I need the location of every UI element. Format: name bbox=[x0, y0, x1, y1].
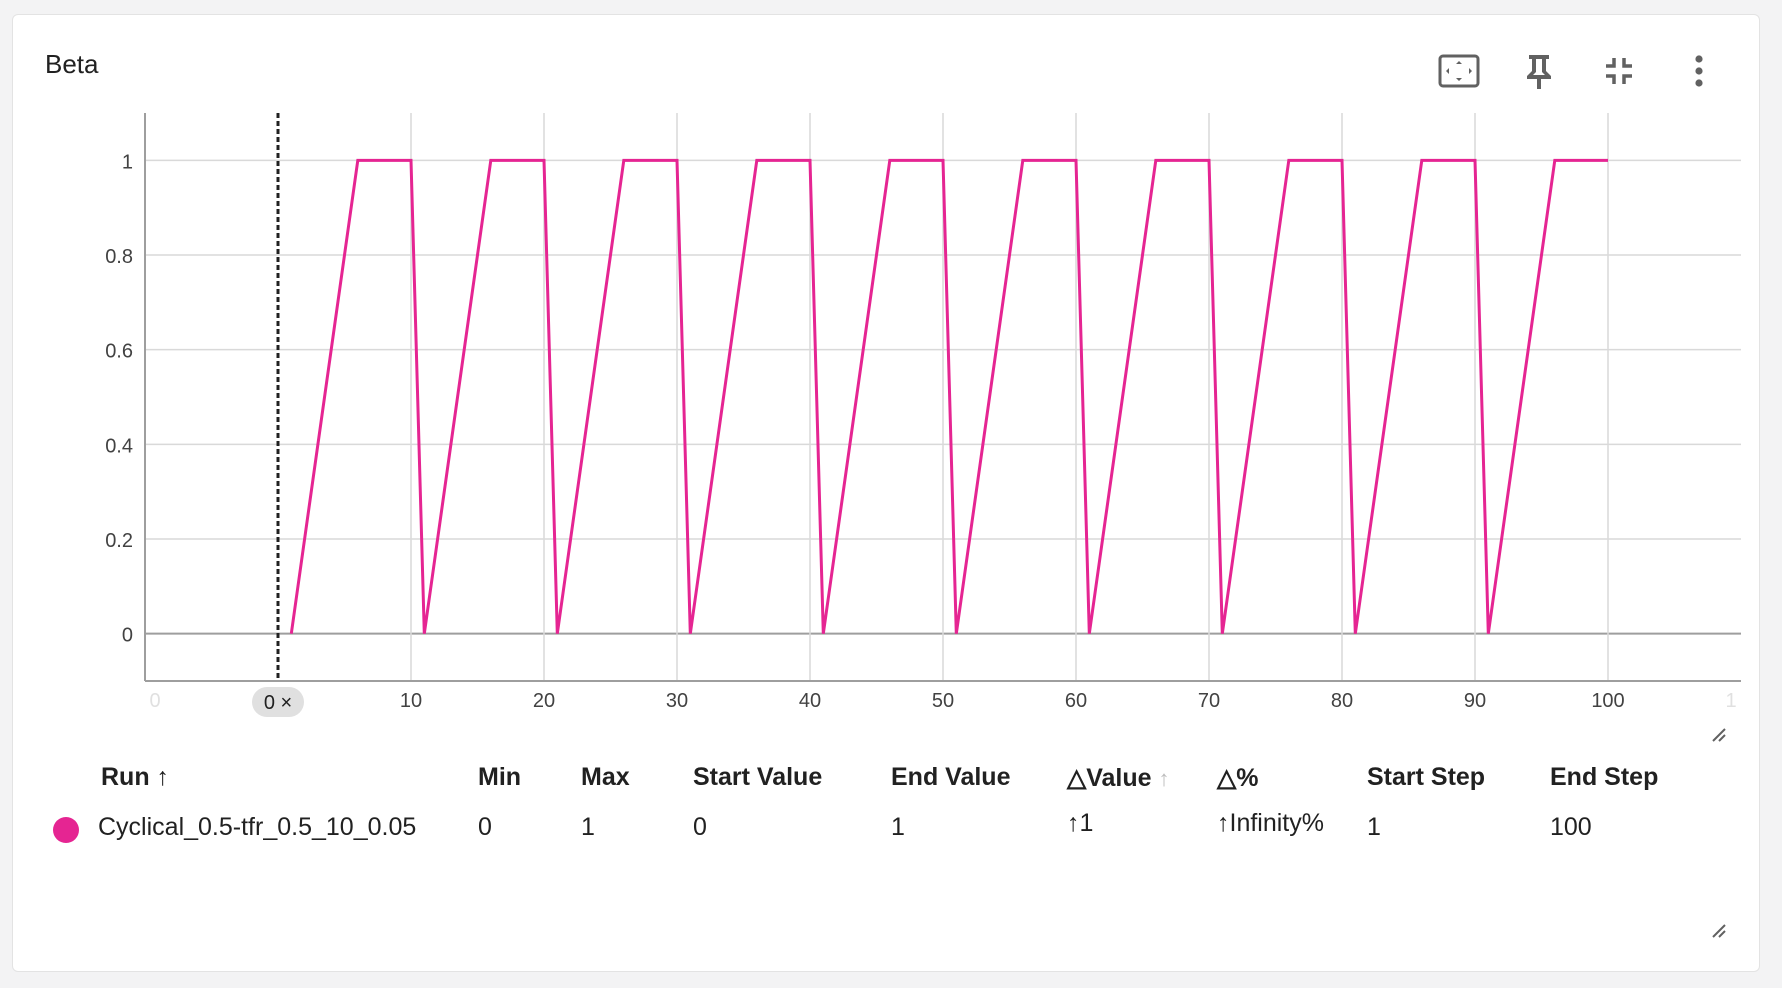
more-vert-icon bbox=[1695, 55, 1703, 87]
header-end-value[interactable]: End Value bbox=[891, 763, 1011, 791]
y-tick-label: 0.8 bbox=[105, 246, 133, 268]
more-options-button[interactable] bbox=[1659, 45, 1739, 97]
scalar-card: Beta 0 0.2 0.4 0.6 0.8 1 10 20 30 40 50 60 bbox=[12, 14, 1760, 972]
cell-end-step: 100 bbox=[1550, 813, 1592, 841]
line-chart[interactable]: 0 0.2 0.4 0.6 0.8 1 10 20 30 40 50 60 70 80 90 100 0 1 0 × bbox=[13, 15, 1761, 735]
x-tick-label-faded: 0 bbox=[149, 690, 160, 712]
cell-start-step: 1 bbox=[1367, 813, 1381, 841]
run-color-dot bbox=[53, 817, 79, 843]
y-tick-label: 0.4 bbox=[105, 435, 133, 457]
header-delta-pct[interactable]: △% bbox=[1217, 764, 1259, 792]
x-tick-label: 60 bbox=[1065, 690, 1087, 712]
cell-start-value: 0 bbox=[693, 813, 707, 841]
header-delta-value[interactable]: △Value ↑ bbox=[1067, 763, 1170, 793]
cell-max: 1 bbox=[581, 813, 595, 841]
card-resize-handle[interactable] bbox=[1711, 923, 1727, 939]
cell-delta-value: ↑1 bbox=[1067, 809, 1094, 837]
x-tick-label: 80 bbox=[1331, 690, 1353, 712]
header-run[interactable]: Run ↑ bbox=[101, 763, 170, 791]
header-start-value[interactable]: Start Value bbox=[693, 763, 823, 791]
step-marker-label: 0 × bbox=[264, 692, 292, 714]
series-line bbox=[289, 158, 1608, 634]
x-tick-label: 70 bbox=[1198, 690, 1220, 712]
pin-button[interactable] bbox=[1499, 45, 1579, 97]
x-tick-label: 50 bbox=[932, 690, 954, 712]
cell-end-value: 1 bbox=[891, 813, 905, 841]
x-tick-label: 10 bbox=[400, 690, 422, 712]
card-toolbar bbox=[1419, 45, 1739, 97]
collapse-icon bbox=[1606, 58, 1632, 84]
x-tick-label: 20 bbox=[533, 690, 555, 712]
x-tick-label: 100 bbox=[1591, 690, 1624, 712]
y-tick-label: 1 bbox=[122, 151, 133, 173]
collapse-button[interactable] bbox=[1579, 45, 1659, 97]
step-marker-chip bbox=[252, 687, 304, 717]
y-tick-label: 0.2 bbox=[105, 530, 133, 552]
x-tick-label-faded: 1 bbox=[1725, 690, 1736, 712]
pin-icon bbox=[1527, 55, 1551, 89]
card-title: Beta bbox=[45, 49, 99, 79]
cell-delta-pct: ↑Infinity% bbox=[1217, 809, 1324, 837]
header-start-step[interactable]: Start Step bbox=[1367, 763, 1486, 791]
chart-resize-handle[interactable] bbox=[1711, 727, 1727, 743]
x-tick-label: 30 bbox=[666, 690, 688, 712]
header-end-step[interactable]: End Step bbox=[1550, 763, 1659, 791]
y-tick-label: 0.6 bbox=[105, 341, 133, 363]
x-tick-label: 40 bbox=[799, 690, 821, 712]
header-min[interactable]: Min bbox=[478, 763, 522, 791]
fit-domain-button[interactable] bbox=[1419, 45, 1499, 97]
header-max[interactable]: Max bbox=[581, 763, 630, 791]
x-tick-label: 90 bbox=[1464, 690, 1486, 712]
y-tick-label: 0 bbox=[122, 625, 133, 647]
header-delta-value-label: △Value bbox=[1067, 764, 1152, 792]
cell-run: Cyclical_0.5-tfr_0.5_10_0.05 bbox=[98, 813, 417, 841]
fit-to-screen-icon bbox=[1438, 54, 1480, 88]
sort-arrow-icon: ↑ bbox=[1158, 766, 1170, 791]
cell-min: 0 bbox=[478, 813, 492, 841]
